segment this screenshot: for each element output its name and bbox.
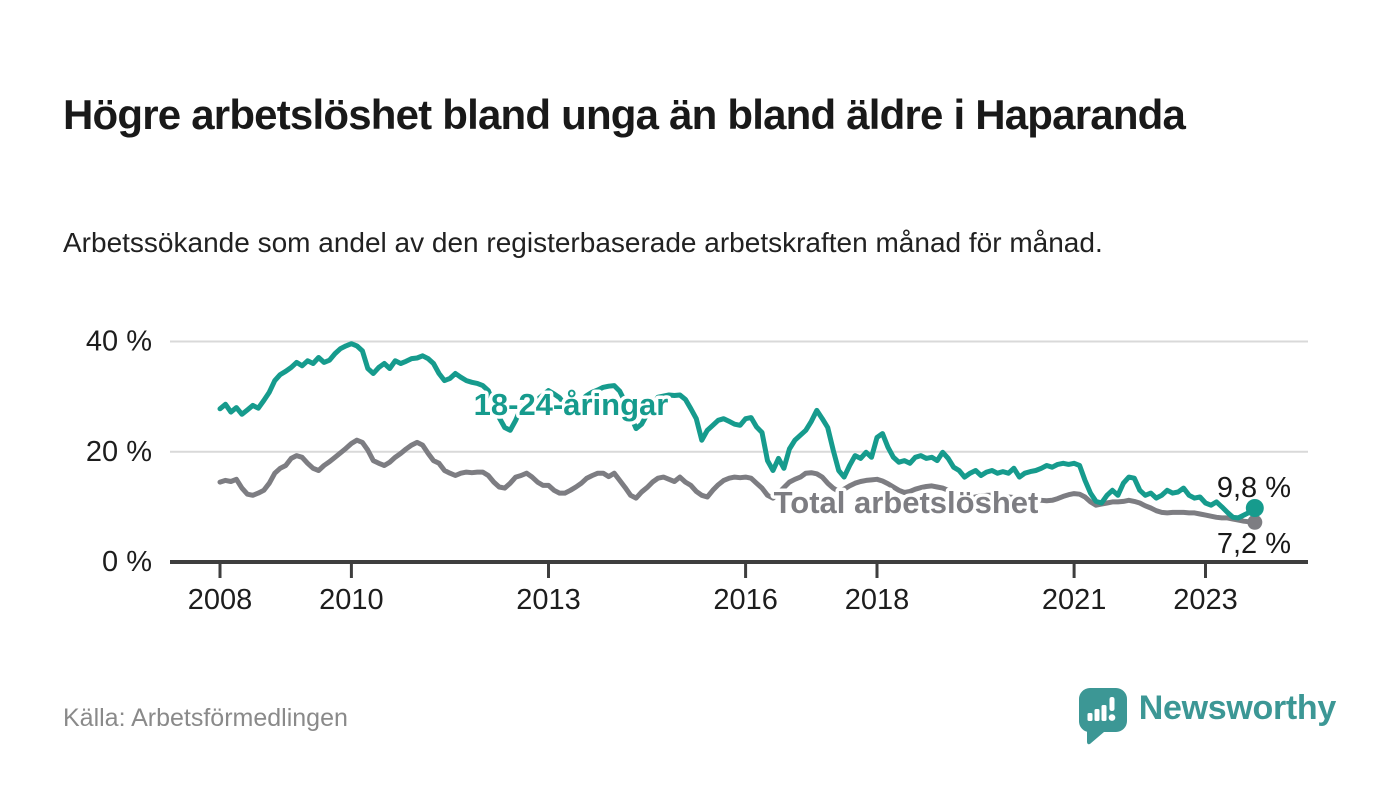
series-line-youth — [217, 341, 1258, 521]
end-value-label-youth: 9,8 % — [1217, 472, 1291, 504]
newsworthy-speech-bubble-bar-chart-icon — [1078, 688, 1127, 745]
series-label-total: Total arbetslöshet — [774, 485, 1039, 520]
end-value-label-total: 7,2 % — [1217, 528, 1291, 560]
svg-text:40 %: 40 % — [86, 326, 152, 358]
svg-text:2013: 2013 — [516, 584, 581, 616]
series-end-dot-total — [1247, 514, 1263, 530]
svg-text:2023: 2023 — [1173, 584, 1238, 616]
y-axis-labels: 0 % 20 % 40 % — [86, 326, 152, 579]
source-attribution: Källa: Arbetsförmedlingen — [63, 704, 348, 732]
newsworthy-logo: Newsworthy — [1078, 688, 1337, 746]
svg-text:2018: 2018 — [845, 584, 910, 616]
gridlines — [170, 340, 1308, 453]
series-end-dot-youth — [1245, 499, 1264, 517]
svg-text:2010: 2010 — [319, 584, 384, 616]
x-axis — [170, 560, 1308, 578]
series-line-total — [217, 437, 1258, 525]
svg-text:2008: 2008 — [188, 584, 253, 616]
series-label-youth: 18-24-åringar — [474, 387, 669, 422]
x-axis-labels: 2008 2010 2013 2016 2018 2021 2023 — [188, 584, 1238, 616]
svg-text:20 %: 20 % — [86, 436, 152, 468]
svg-text:2016: 2016 — [713, 584, 778, 616]
svg-text:2021: 2021 — [1042, 584, 1107, 616]
svg-text:0 %: 0 % — [102, 546, 152, 578]
chart-subtitle: Arbetssökande som andel av den registerb… — [63, 227, 1103, 258]
newsworthy-logo-text: Newsworthy — [1138, 689, 1337, 727]
chart-title: Högre arbetslöshet bland unga än bland ä… — [63, 91, 1186, 139]
